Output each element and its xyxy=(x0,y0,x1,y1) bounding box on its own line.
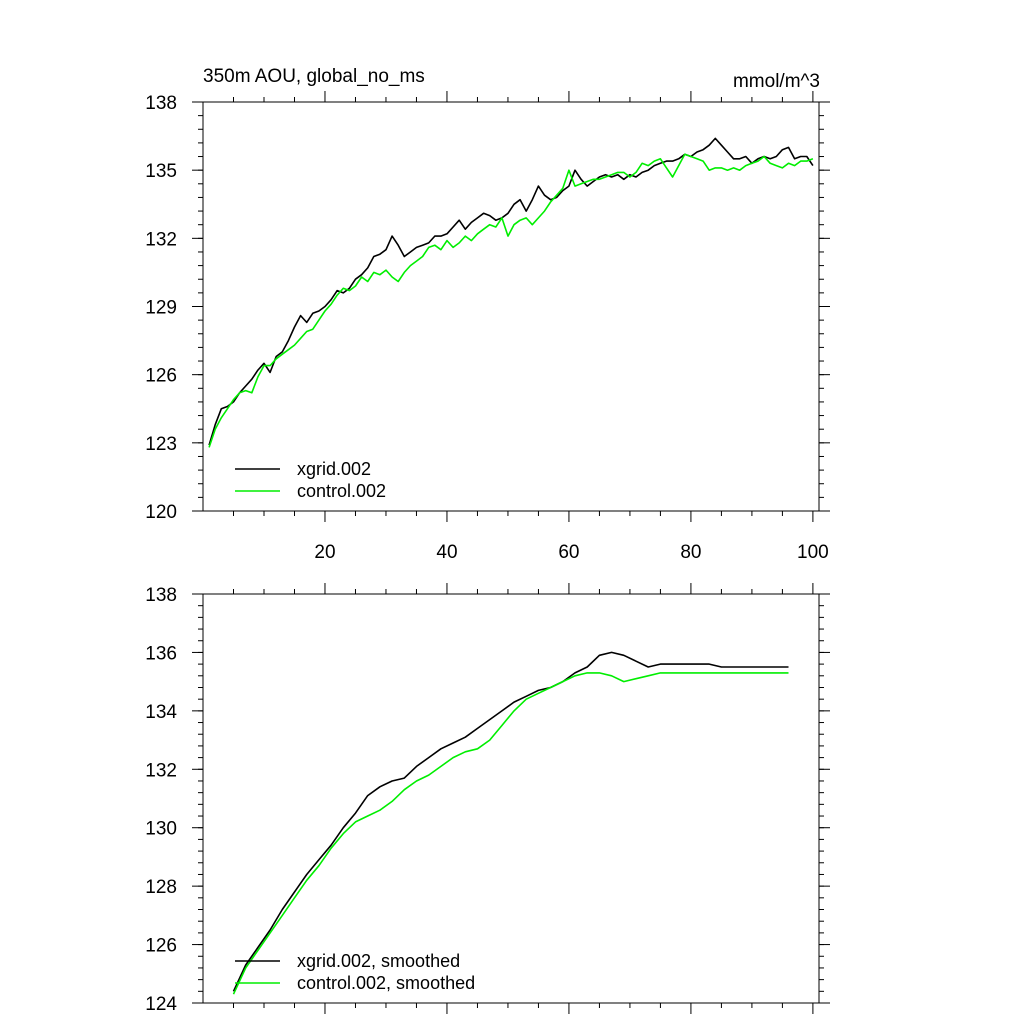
legend-label-control: control.002 xyxy=(297,481,386,501)
top-y-tick-label: 135 xyxy=(145,161,177,182)
top-chart-units: mmol/m^3 xyxy=(733,71,820,92)
top-x-tick-label: 60 xyxy=(558,542,579,563)
top-series-lines xyxy=(208,137,814,448)
bottom-y-tick-label: 138 xyxy=(145,585,177,606)
top-y-tick-label: 129 xyxy=(145,298,177,319)
top-plot-frame xyxy=(202,101,820,512)
top-ticks: 120 123 126 129 132 135 138 20 40 60 80 100 xyxy=(145,91,830,563)
top-x-tick-label: 40 xyxy=(436,542,457,563)
top-y-tick-label: 126 xyxy=(145,366,177,387)
bottom-y-tick-label: 126 xyxy=(145,936,177,957)
bottom-panel: 124 126 128 130 132 134 136 138 xgrid.002, smoo… xyxy=(145,583,830,1015)
bottom-series-control-line xyxy=(232,672,789,995)
legend-label-control-smoothed: control.002, smoothed xyxy=(297,973,475,993)
bottom-series-lines xyxy=(232,651,789,995)
top-y-tick-label: 120 xyxy=(145,502,177,523)
bottom-y-tick-label: 134 xyxy=(145,702,177,723)
bottom-y-tick-label: 132 xyxy=(145,760,177,781)
top-x-tick-label: 20 xyxy=(314,542,335,563)
bottom-plot-frame xyxy=(202,593,820,1004)
top-y-tick-label: 132 xyxy=(145,229,177,250)
top-series-xgrid-line xyxy=(208,137,814,446)
bottom-y-tick-label: 130 xyxy=(145,819,177,840)
bottom-y-tick-label: 124 xyxy=(145,994,177,1015)
top-chart-title: 350m AOU, global_no_ms xyxy=(203,66,425,87)
top-x-tick-label: 80 xyxy=(680,542,701,563)
top-y-tick-label: 138 xyxy=(145,93,177,114)
bottom-ticks: 124 126 128 130 132 134 136 138 xyxy=(145,583,830,1015)
bottom-series-xgrid-line xyxy=(232,651,789,992)
top-x-tick-label: 100 xyxy=(797,542,829,563)
bottom-y-tick-label: 136 xyxy=(145,643,177,664)
top-y-tick-label: 123 xyxy=(145,434,177,455)
legend-label-xgrid: xgrid.002 xyxy=(297,459,371,479)
top-series-control-line xyxy=(208,153,814,448)
top-panel: 350m AOU, global_no_ms mmol/m^3 12012312… xyxy=(145,66,830,563)
bottom-legend: xgrid.002, smoothed control.002, smoothe… xyxy=(235,951,475,993)
bottom-y-tick-label: 128 xyxy=(145,877,177,898)
legend-label-xgrid-smoothed: xgrid.002, smoothed xyxy=(297,951,460,971)
top-legend: xgrid.002 control.002 xyxy=(235,459,386,501)
